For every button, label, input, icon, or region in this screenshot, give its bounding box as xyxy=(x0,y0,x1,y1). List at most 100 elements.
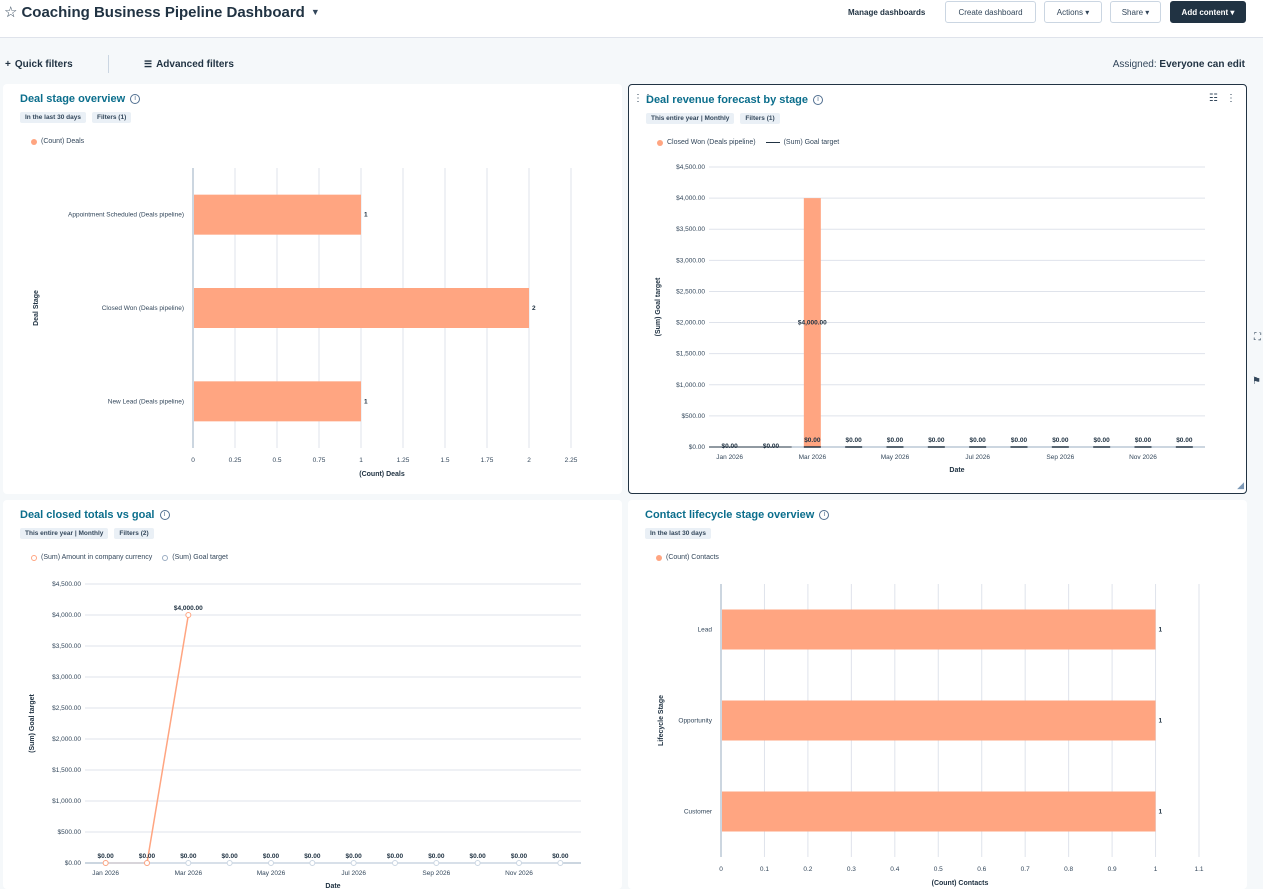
x-tick-label: Jul 2026 xyxy=(341,870,366,877)
dashboard-title-group[interactable]: ☆ Coaching Business Pipeline Dashboard ▼ xyxy=(4,3,320,22)
legend-line-icon xyxy=(765,141,780,144)
revenue-forecast-card[interactable]: ⋮⋮ Deal revenue forecast by stage i ☷ ⋮ … xyxy=(628,84,1247,494)
y-tick-label: $1,000.00 xyxy=(52,798,81,805)
y-tick-label: $500.00 xyxy=(682,413,706,420)
filters-chip[interactable]: Filters (2) xyxy=(114,528,154,539)
date-range-chip[interactable]: In the last 30 days xyxy=(645,528,711,539)
goal-label: $0.00 xyxy=(1052,437,1069,444)
revenue-forecast-chart: $0.00 $500.00 $1,000.00 $1,500.00 $2,000.00 $… xyxy=(655,164,1205,474)
bottom-label: $0.00 xyxy=(180,853,197,860)
date-range-chip[interactable]: This entire year | Monthly xyxy=(20,528,109,539)
x-tick-label: May 2026 xyxy=(881,454,910,461)
legend-item[interactable]: (Sum) Goal target xyxy=(765,139,840,146)
chart-legend: Closed Won (Deals pipeline) (Sum) Goal t… xyxy=(657,139,839,146)
share-button[interactable]: Share ▾ xyxy=(1110,1,1161,23)
data-label: 2 xyxy=(532,305,536,312)
info-icon[interactable]: i xyxy=(159,510,170,520)
amount-point xyxy=(144,860,150,866)
bottom-label: $0.00 xyxy=(346,853,363,860)
card-title[interactable]: Deal revenue forecast by stage i xyxy=(646,94,824,106)
date-range-chip[interactable]: This entire year | Monthly xyxy=(646,113,735,124)
advanced-filters-button[interactable]: ☰ Advanced filters xyxy=(144,59,234,70)
date-range-chip[interactable]: In the last 30 days xyxy=(20,112,86,123)
card-title[interactable]: Deal closed totals vs goal i xyxy=(20,509,170,521)
manage-dashboards-link[interactable]: Manage dashboards xyxy=(848,7,926,17)
assigned-label: Assigned: xyxy=(1112,59,1157,70)
legend-label: (Sum) Goal target xyxy=(172,554,228,561)
card-title-text[interactable]: Deal closed totals vs goal xyxy=(20,509,155,521)
feedback-icon[interactable]: ⚑ xyxy=(1252,376,1261,387)
info-icon[interactable]: i xyxy=(813,95,824,105)
y-tick-label: $1,000.00 xyxy=(676,382,705,389)
settings-sliders-icon[interactable]: ☷ xyxy=(1209,93,1218,104)
y-tick-label: $2,500.00 xyxy=(676,288,705,295)
caret-down-icon[interactable]: ▼ xyxy=(310,7,320,17)
deal-stage-card[interactable]: Deal stage overview i In the last 30 day… xyxy=(3,84,622,494)
x-tick-label: Jul 2026 xyxy=(965,454,990,461)
data-label: $4,000.00 xyxy=(798,320,827,327)
card-title-text[interactable]: Deal revenue forecast by stage xyxy=(646,94,809,106)
x-tick-label: 2 xyxy=(527,457,531,464)
data-label: 1 xyxy=(1159,809,1163,816)
filters-chip[interactable]: Filters (1) xyxy=(92,112,132,123)
legend-item[interactable]: (Count) Deals xyxy=(31,138,84,145)
data-label: 1 xyxy=(1159,627,1163,634)
x-tick-label: 0.6 xyxy=(977,866,986,873)
quick-filters-button[interactable]: + Quick filters xyxy=(5,59,73,70)
add-content-button[interactable]: Add content ▾ xyxy=(1170,1,1246,23)
legend-dot-icon xyxy=(656,554,662,561)
x-tick-label: 1.5 xyxy=(440,457,449,464)
expand-icon[interactable]: ⛶ xyxy=(1254,332,1261,343)
legend-item[interactable]: Closed Won (Deals pipeline) xyxy=(657,139,756,146)
create-dashboard-button[interactable]: Create dashboard xyxy=(945,1,1036,23)
bottom-label: $0.00 xyxy=(222,853,239,860)
y-category-label: Appointment Scheduled (Deals pipeline) xyxy=(68,212,184,219)
deal-closed-totals-card[interactable]: Deal closed totals vs goal i This entire… xyxy=(3,500,622,889)
info-icon[interactable]: i xyxy=(819,510,830,520)
legend-item[interactable]: (Count) Contacts xyxy=(656,554,719,561)
y-tick-label: $2,000.00 xyxy=(676,320,705,327)
card-title-text[interactable]: Contact lifecycle stage overview xyxy=(645,509,815,521)
card-title[interactable]: Deal stage overview i xyxy=(20,93,141,105)
goal-label: $0.00 xyxy=(970,437,987,444)
filters-chip[interactable]: Filters (1) xyxy=(740,113,780,124)
assigned-value: Everyone can edit xyxy=(1159,59,1245,70)
more-options-icon[interactable]: ⋮ xyxy=(1226,93,1236,104)
y-category-label: Customer xyxy=(684,809,713,816)
x-tick-label: 0.3 xyxy=(847,866,856,873)
quick-filters-label: Quick filters xyxy=(14,59,73,70)
goal-point xyxy=(557,860,564,866)
favorite-star-icon[interactable]: ☆ xyxy=(4,4,18,21)
legend-dot-icon xyxy=(31,138,37,145)
legend-label: (Count) Deals xyxy=(41,138,85,145)
card-title[interactable]: Contact lifecycle stage overview i xyxy=(645,509,830,521)
actions-button[interactable]: Actions ▾ xyxy=(1044,1,1102,23)
bottom-label: $0.00 xyxy=(139,853,156,860)
contact-lifecycle-card[interactable]: Contact lifecycle stage overview i In th… xyxy=(628,500,1247,889)
bar xyxy=(803,198,821,447)
goal-point xyxy=(268,860,274,866)
assigned-info[interactable]: Assigned: Everyone can edit xyxy=(1113,59,1245,70)
x-tick-label: Nov 2026 xyxy=(505,870,533,877)
page-title[interactable]: Coaching Business Pipeline Dashboard xyxy=(21,3,305,21)
goal-point xyxy=(309,860,316,866)
legend-label: Closed Won (Deals pipeline) xyxy=(667,139,756,146)
resize-handle-icon[interactable]: ◢ xyxy=(1237,480,1244,490)
card-title-text[interactable]: Deal stage overview xyxy=(20,93,126,105)
x-tick-label: Mar 2026 xyxy=(799,454,827,461)
x-tick-label: 1.25 xyxy=(397,457,410,464)
x-tick-label: 2.25 xyxy=(565,457,578,464)
x-tick-label: 0.8 xyxy=(1064,866,1073,873)
legend-item[interactable]: (Sum) Amount in company currency xyxy=(31,554,152,561)
bottom-label: $0.00 xyxy=(263,853,280,860)
data-label: 1 xyxy=(364,398,368,405)
info-icon[interactable]: i xyxy=(130,94,141,104)
bar xyxy=(722,700,1156,741)
bar xyxy=(722,791,1156,832)
bottom-label: $0.00 xyxy=(470,853,487,860)
chart-legend: (Count) Contacts xyxy=(656,554,719,561)
y-tick-label: $3,000.00 xyxy=(52,674,81,681)
legend-label: (Sum) Goal target xyxy=(783,139,840,146)
drag-handle-icon[interactable]: ⋮⋮ xyxy=(633,93,653,104)
legend-item[interactable]: (Sum) Goal target xyxy=(162,554,228,561)
